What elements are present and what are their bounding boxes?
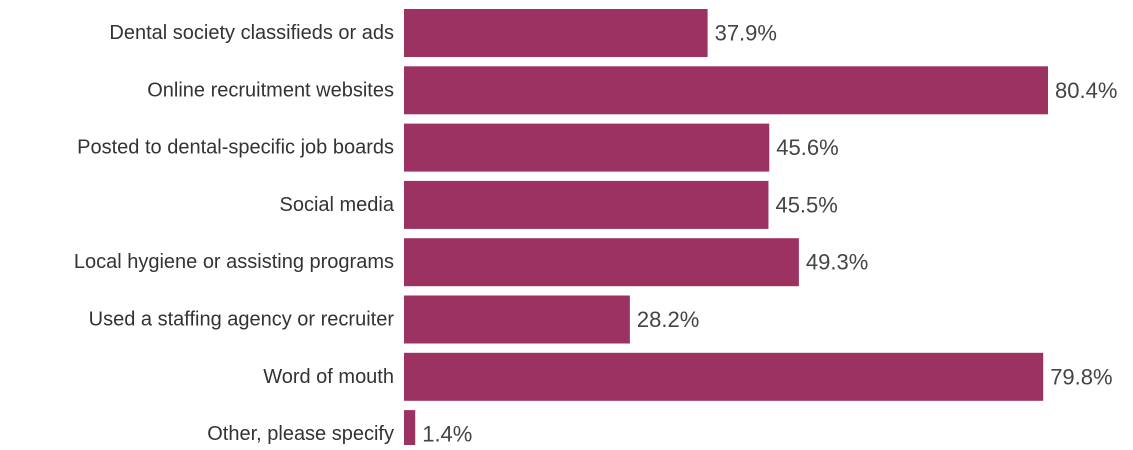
- category-label-posted-to-dental-specific-job-boards: Posted to dental-specific job boards: [77, 137, 394, 159]
- value-label-word-of-mouth: 79.8%: [1050, 364, 1112, 389]
- category-labels: Dental society classifieds or ads Online …: [74, 22, 395, 445]
- bar-posted-to-dental-specific-job-boards: [404, 123, 770, 172]
- value-label-online-recruitment-websites: 80.4%: [1055, 78, 1117, 103]
- bars: [404, 9, 1049, 450]
- bar-local-hygiene-or-assisting-programs: [404, 238, 799, 287]
- value-label-social-media: 45.5%: [775, 192, 837, 217]
- category-label-social-media: Social media: [279, 194, 394, 216]
- value-label-posted-to-dental-specific-job-boards: 45.6%: [776, 135, 838, 160]
- bar-used-a-staffing-agency-or-recruiter: [404, 295, 630, 344]
- value-label-local-hygiene-or-assisting-programs: 49.3%: [806, 250, 868, 275]
- value-label-used-a-staffing-agency-or-recruiter: 28.2%: [637, 307, 699, 332]
- category-label-online-recruitment-websites: Online recruitment websites: [147, 79, 394, 101]
- value-labels: 37.9% 80.4% 45.6% 45.5% 49.3% 28.2% 79.8% 1.4%: [422, 21, 1117, 447]
- value-label-dental-society-classifieds-or-ads: 37.9%: [715, 21, 777, 46]
- category-label-dental-society-classifieds-or-ads: Dental society classifieds or ads: [109, 22, 394, 44]
- bar-dental-society-classifieds-or-ads: [404, 9, 708, 57]
- bar-other-please-specify: [404, 410, 416, 450]
- category-label-local-hygiene-or-assisting-programs: Local hygiene or assisting programs: [74, 251, 394, 273]
- category-label-used-a-staffing-agency-or-recruiter: Used a staffing agency or recruiter: [89, 309, 395, 331]
- bar-word-of-mouth: [404, 352, 1044, 401]
- value-label-other-please-specify: 1.4%: [422, 422, 472, 445]
- category-label-word-of-mouth: Word of mouth: [263, 366, 394, 388]
- bar-social-media: [404, 180, 769, 229]
- bar-online-recruitment-websites: [404, 66, 1049, 115]
- category-label-other-please-specify: Other, please specify: [207, 423, 394, 445]
